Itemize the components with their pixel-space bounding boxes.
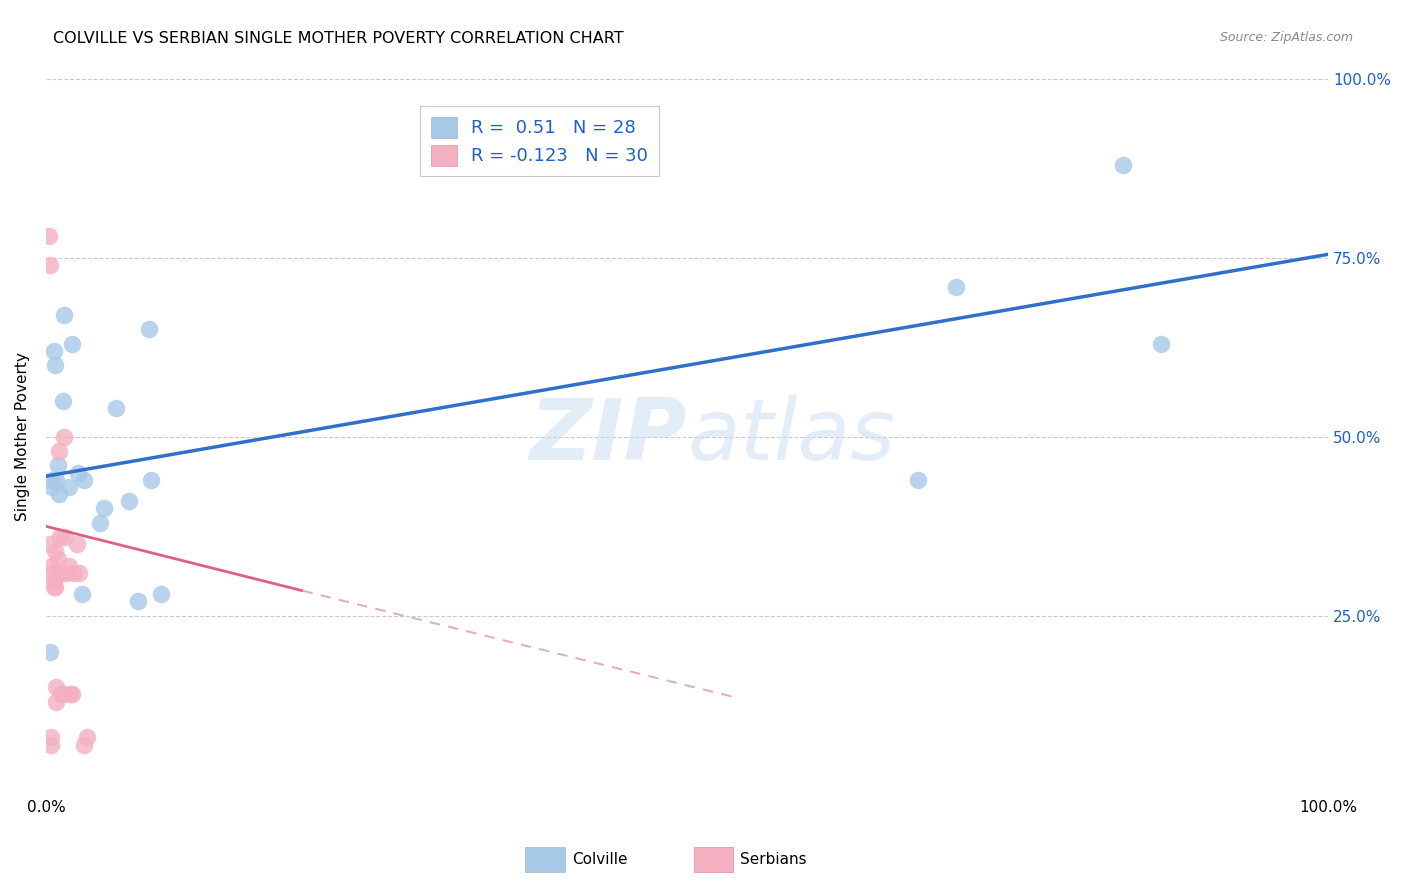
Point (138, 322, 160, 336)
Point (39, 738, 62, 752)
Point (44, 580, 66, 594)
Point (66, 537, 89, 551)
Point (59, 688, 82, 702)
Point (63, 566, 86, 580)
Point (46, 551, 69, 566)
Point (60, 688, 83, 702)
Text: atlas: atlas (688, 395, 896, 478)
Point (53, 530, 76, 544)
Point (139, 473, 162, 487)
Point (38, 537, 60, 551)
Point (105, 401, 128, 416)
Point (41, 566, 63, 580)
Point (73, 473, 96, 487)
Point (49, 530, 72, 544)
Point (76, 731, 98, 745)
Point (52, 394, 75, 409)
Point (58, 480, 80, 494)
Point (45, 681, 67, 695)
Point (58, 558, 80, 573)
Point (48, 487, 70, 501)
Point (67, 566, 90, 580)
Point (89, 516, 111, 530)
Point (48, 444, 70, 458)
Point (45, 695, 67, 709)
Point (49, 566, 72, 580)
Point (42, 343, 65, 358)
Legend: R =  0.51   N = 28, R = -0.123   N = 30: R = 0.51 N = 28, R = -0.123 N = 30 (420, 106, 659, 177)
Text: Source: ZipAtlas.com: Source: ZipAtlas.com (1219, 31, 1353, 45)
Point (55, 566, 77, 580)
Point (945, 279, 967, 293)
Point (73, 738, 96, 752)
Point (38, 229, 60, 244)
Point (41, 480, 63, 494)
Point (51, 688, 73, 702)
Point (39, 731, 62, 745)
Point (44, 544, 66, 558)
Point (41, 558, 63, 573)
Point (907, 473, 929, 487)
Point (38, 258, 60, 272)
Text: Colville: Colville (572, 853, 627, 867)
Text: ZIP: ZIP (530, 395, 688, 478)
Point (60, 336, 83, 351)
Y-axis label: Single Mother Poverty: Single Mother Poverty (15, 352, 30, 521)
Point (42, 580, 65, 594)
Point (45, 473, 67, 487)
Point (52, 308, 75, 322)
Point (150, 587, 173, 601)
Point (46, 458, 69, 473)
Point (49, 566, 72, 580)
Point (1150, 336, 1173, 351)
Point (52, 688, 75, 702)
Point (41, 473, 63, 487)
Point (93, 501, 115, 516)
Point (42, 573, 65, 587)
Text: COLVILLE VS SERBIAN SINGLE MOTHER POVERTY CORRELATION CHART: COLVILLE VS SERBIAN SINGLE MOTHER POVERT… (53, 31, 624, 46)
Point (118, 494, 141, 508)
Point (38, 644, 60, 658)
Point (44, 358, 66, 372)
Point (127, 594, 149, 608)
Point (66, 466, 89, 480)
Point (52, 430, 75, 444)
Point (70, 587, 93, 601)
Point (1112, 158, 1135, 172)
Text: Serbians: Serbians (741, 853, 807, 867)
